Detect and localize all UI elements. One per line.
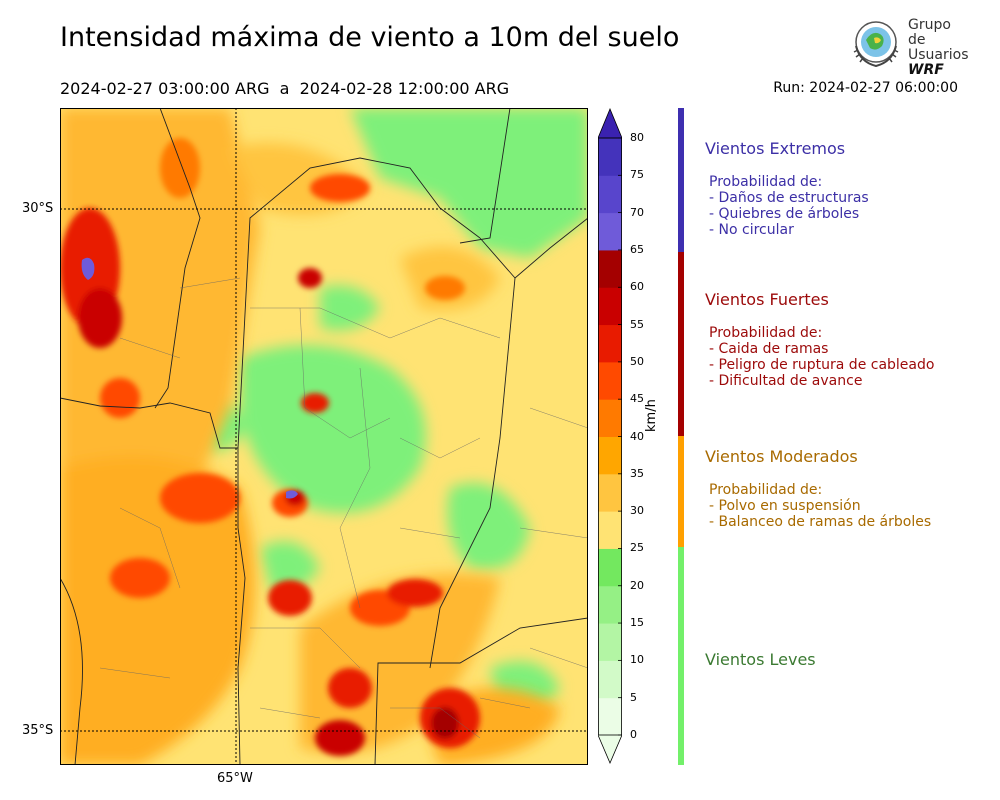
- colorbar-tick-label: 10: [630, 653, 644, 667]
- colorbar-tick-label: 50: [630, 354, 644, 368]
- prob-label: Probabilidad de:: [709, 325, 823, 341]
- colorbar-segment: [598, 548, 622, 587]
- colorbar-segment: [598, 697, 622, 736]
- category-extreme-details: Probabilidad de: - Daños de estructuras …: [705, 174, 869, 238]
- band-strong: [678, 252, 684, 436]
- prob-label: Probabilidad de:: [709, 482, 823, 498]
- colorbar-tick-label: 60: [630, 280, 644, 294]
- colorbar-tick-label: 70: [630, 205, 644, 219]
- category-light: Vientos Leves: [705, 650, 816, 669]
- risk-item: - Peligro de ruptura de cableado: [709, 357, 935, 373]
- light-wind-areas: [200, 108, 588, 711]
- colorbar-segment: [598, 399, 622, 437]
- colorbar-segment: [598, 473, 622, 512]
- lat-label-30s: 30°S: [22, 201, 54, 216]
- colorbar-segment: [598, 138, 622, 176]
- category-strong: Vientos Fuertes Probabilidad de: - Caida…: [705, 290, 934, 389]
- colorbar-segment: [598, 511, 622, 549]
- risk-item: - Balanceo de ramas de árboles: [709, 514, 932, 530]
- risk-item: - Dificultad de avance: [709, 373, 863, 389]
- colorbar-segment: [598, 249, 622, 288]
- category-extreme-title: Vientos Extremos: [705, 139, 846, 158]
- grupo-wrf-logo: Grupo de Usuarios WRF: [848, 16, 969, 78]
- colorbar-segment: [598, 212, 622, 251]
- colorbar-tick-label: 5: [630, 690, 637, 704]
- colorbar-unit: km/h: [644, 399, 659, 432]
- colorbar-segment: [598, 361, 622, 400]
- band-extreme: [678, 108, 684, 252]
- colorbar-segment: [598, 436, 622, 475]
- department-borders: [99, 277, 588, 739]
- colorbar-low-extension: [598, 734, 622, 765]
- graticule: [60, 108, 588, 765]
- category-strong-title: Vientos Fuertes: [705, 290, 829, 309]
- colorbar-tick-label: 55: [630, 317, 644, 331]
- lat-label-35s: 35°S: [22, 723, 54, 738]
- lon-label-65w: 65°W: [217, 771, 253, 786]
- colorbar-tick-label: 15: [630, 616, 644, 630]
- logo-line2: Usuarios: [908, 47, 969, 63]
- extreme-wind-spot: [286, 490, 298, 499]
- logo-line3: WRF: [908, 62, 944, 78]
- province-borders: [60, 108, 588, 765]
- band-moderate: [678, 436, 684, 547]
- map-title: Intensidad máxima de viento a 10m del su…: [60, 22, 680, 53]
- band-light: [678, 547, 684, 765]
- category-moderate: Vientos Moderados Probabilidad de: - Pol…: [705, 447, 931, 530]
- prob-label: Probabilidad de:: [709, 174, 823, 190]
- wind-map: [60, 108, 588, 765]
- risk-item: - Polvo en suspensión: [709, 498, 861, 514]
- colorbar-tick-label: 0: [630, 728, 637, 741]
- extreme-wind-spot: [81, 257, 95, 280]
- colorbar-segment: [598, 660, 622, 699]
- colorbar-segment: [598, 175, 622, 214]
- forecast-period: 2024-02-27 03:00:00 ARG a 2024-02-28 12:…: [60, 79, 510, 98]
- wind-field-svg: [60, 108, 588, 765]
- colorbar-segment: [598, 623, 622, 661]
- globe-logo-icon: [853, 21, 899, 68]
- colorbar-tick-label: 30: [630, 504, 644, 518]
- colorbar-tick-label: 25: [630, 541, 644, 555]
- colorbar: [598, 108, 622, 765]
- category-moderate-details: Probabilidad de: - Polvo en suspensión -…: [705, 482, 931, 530]
- colorbar-tick-label: 20: [630, 578, 644, 592]
- category-extreme: Vientos Extremos Probabilidad de: - Daño…: [705, 139, 869, 238]
- colorbar-segment: [598, 287, 622, 326]
- colorbar-tick-label: 75: [630, 168, 644, 182]
- risk-item: - Daños de estructuras: [709, 190, 869, 206]
- category-moderate-title: Vientos Moderados: [705, 447, 858, 466]
- logo-line1: Grupo de: [908, 17, 951, 48]
- colorbar-tick-label: 35: [630, 466, 644, 480]
- colorbar-tick-label: 65: [630, 242, 644, 256]
- colorbar-segment: [598, 585, 622, 624]
- colorbar-tick-label: 45: [630, 392, 644, 406]
- category-strong-details: Probabilidad de: - Caida de ramas - Peli…: [705, 325, 934, 389]
- colorbar-tick-label: 80: [630, 131, 644, 144]
- run-time: Run: 2024-02-27 06:00:00: [773, 80, 958, 96]
- category-light-title: Vientos Leves: [705, 650, 816, 669]
- colorbar-tick-label: 40: [630, 429, 644, 443]
- colorbar-high-extension: [598, 108, 622, 139]
- risk-item: - No circular: [709, 222, 794, 238]
- colorbar-segment: [598, 324, 622, 363]
- risk-item: - Quiebres de árboles: [709, 206, 860, 222]
- risk-item: - Caida de ramas: [709, 341, 829, 357]
